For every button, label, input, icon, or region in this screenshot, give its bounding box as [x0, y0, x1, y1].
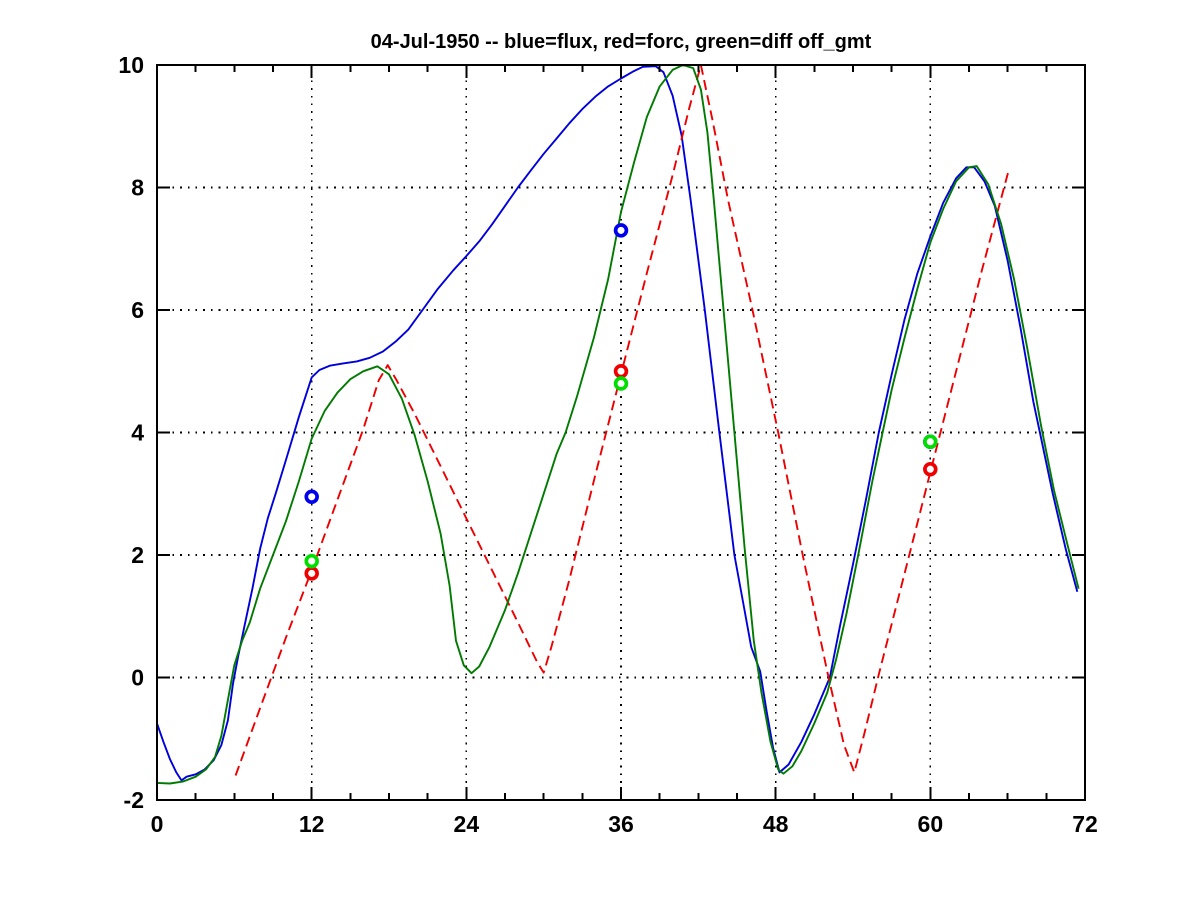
y-tick-label-8: 8	[131, 175, 144, 201]
gridlines	[157, 65, 1085, 800]
diff-line	[156, 64, 1080, 785]
series-group	[156, 64, 1080, 785]
chart-title: 04-Jul-1950 -- blue=flux, red=forc, gree…	[370, 31, 872, 53]
y-tick-label-10: 10	[118, 52, 144, 78]
x-tick-label-48: 48	[763, 811, 789, 837]
diff-marker	[304, 553, 319, 569]
flux-marker	[613, 223, 629, 238]
forc-marker	[923, 461, 938, 477]
y-tick-label--2: -2	[124, 787, 144, 813]
marker-group	[304, 223, 938, 581]
x-tick-label-36: 36	[608, 811, 634, 837]
x-tick-label-60: 60	[918, 811, 944, 837]
y-tick-label-6: 6	[131, 297, 144, 323]
diff-marker	[923, 434, 938, 449]
x-tick-label-72: 72	[1072, 811, 1098, 837]
axes	[156, 64, 1086, 801]
y-tick-label-0: 0	[131, 665, 144, 691]
x-tick-label-12: 12	[299, 811, 325, 837]
flux-line	[156, 65, 1079, 782]
y-tick-label-2: 2	[131, 542, 144, 568]
forc-markers	[304, 364, 938, 581]
diff-marker	[613, 376, 629, 391]
forc-line	[234, 64, 1010, 776]
forc-marker	[613, 364, 629, 379]
y-tick-label-4: 4	[131, 420, 144, 446]
diff-markers	[304, 376, 938, 569]
x-tick-label-24: 24	[454, 811, 480, 837]
forc-marker	[304, 566, 319, 581]
x-tick-label-0: 0	[151, 811, 164, 837]
flux-marker	[304, 489, 319, 505]
